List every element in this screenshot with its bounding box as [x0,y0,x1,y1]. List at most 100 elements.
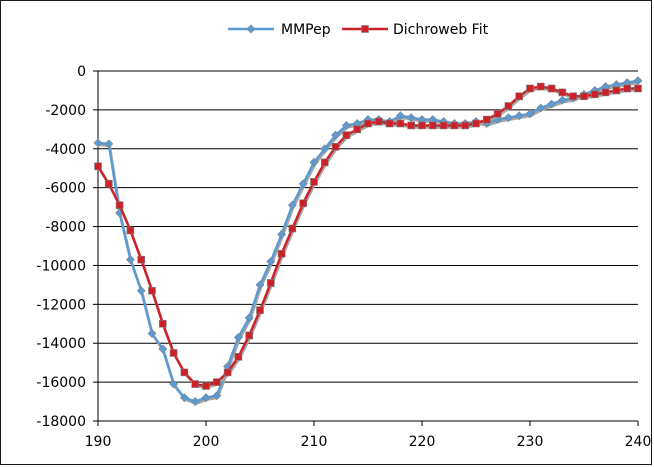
x-tick-label: 200 [193,434,220,450]
data-point [115,201,124,209]
legend-swatch-marker [361,25,369,33]
data-point [147,329,157,338]
data-point [234,353,243,361]
legend-label: MMPep [281,22,331,38]
data-point [244,313,254,323]
data-point [266,257,276,266]
data-point [158,344,168,354]
data-point [536,103,546,113]
axes: 0 -2000 -4000 -6000 -8000 -10000 -12000 -14000 -… [36,64,651,450]
data-point [169,379,179,389]
data-point [525,109,535,119]
data-point [233,332,243,342]
data-point [266,279,275,287]
y-tick-label: -16000 [36,375,86,391]
data-point [418,121,426,130]
legend-swatch-marker [246,24,256,34]
series-line [96,85,638,388]
data-point [277,249,286,258]
data-point [213,378,221,386]
data-point [557,95,567,105]
data-point [180,368,189,377]
data-point [256,306,264,314]
y-tick-label: -6000 [45,181,86,197]
data-point [148,286,156,295]
legend: MMPep Dichroweb Fit [228,22,489,38]
data-point [601,88,610,97]
data-point [536,82,545,91]
data-point [331,143,340,151]
y-tick-label: -18000 [36,414,86,430]
data-point [179,393,189,403]
data-point [94,162,102,171]
series-shadow [98,81,640,405]
data-point [547,84,556,93]
x-tick-label: 210 [301,434,328,450]
data-point [407,121,416,130]
data-point [515,92,524,101]
data-point [590,90,599,99]
data-point [514,111,524,121]
data-point [137,255,145,264]
data-point [342,131,351,139]
y-tick-label: -12000 [36,297,86,313]
data-point [374,117,383,126]
data-point [136,286,146,296]
data-point [353,125,362,134]
data-point [245,331,253,340]
data-point [190,397,200,406]
data-point [105,179,113,188]
data-point [191,380,199,388]
x-tick-label: 240 [625,434,652,450]
data-point [526,84,534,93]
data-point [93,138,103,148]
data-point [558,88,567,97]
data-point [104,139,114,149]
data-point [331,130,341,140]
data-point [580,92,588,101]
data-point [503,113,513,123]
data-point [126,226,135,235]
data-point [341,121,351,130]
legend-item: Dichroweb Fit [342,22,489,38]
data-point [569,92,578,101]
data-point [299,199,308,208]
data-point [287,200,297,210]
y-tick-label: -10000 [36,258,86,274]
y-tick-label: -14000 [36,336,86,352]
data-point [396,119,405,128]
data-point [450,121,459,130]
data-point [223,368,232,377]
series-line [97,79,639,403]
series-dichroweb-fit [94,82,642,390]
data-point [320,158,329,167]
x-tick-label: 230 [517,434,544,450]
x-tick-label: 220 [409,434,436,450]
data-point [320,144,330,154]
data-point [212,391,222,401]
data-point [482,115,491,124]
legend-item: MMPep [228,22,331,38]
data-point [125,255,135,265]
data-point [288,224,297,233]
data-point [298,179,308,189]
y-tick-label: -2000 [45,103,86,119]
data-point [493,109,502,118]
data-point [472,119,480,128]
data-point [623,84,632,93]
y-tick-label: -4000 [45,142,86,158]
data-point [201,393,211,403]
data-point [309,157,319,167]
data-point [428,121,437,130]
data-point [310,178,318,186]
data-point [634,84,642,93]
data-point [461,121,470,130]
data-point [439,121,448,130]
data-point [612,86,621,95]
x-tick-label: 190 [85,434,112,450]
data-point [385,119,394,128]
legend-label: Dichroweb Fit [393,22,489,38]
data-point [255,280,265,290]
